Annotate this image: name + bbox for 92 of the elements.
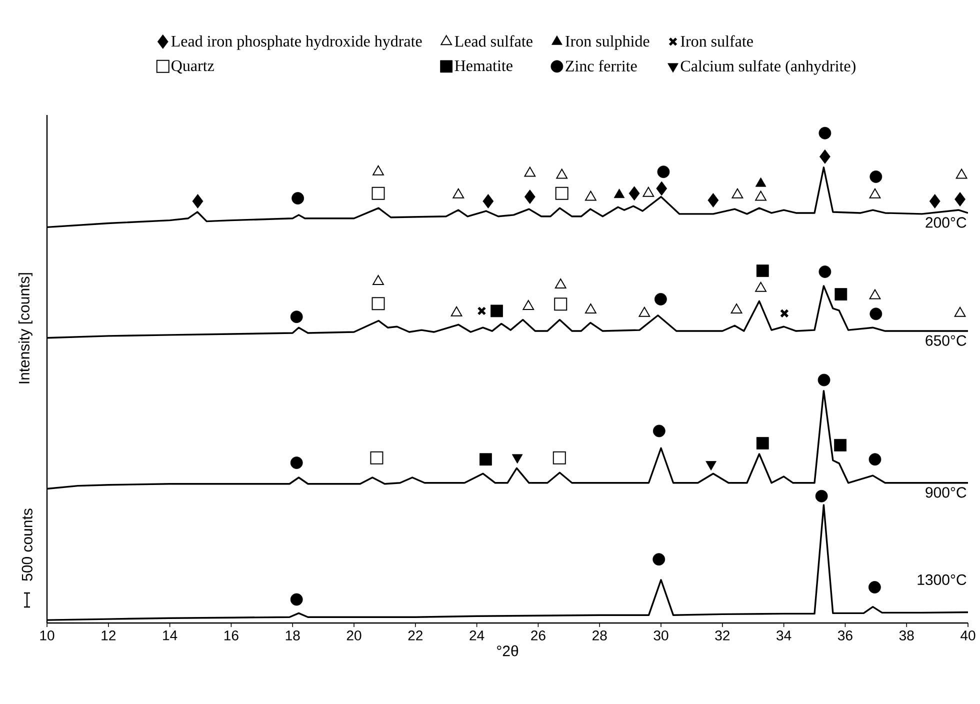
- x-tick-label: 40: [960, 630, 976, 640]
- point: [755, 190, 766, 201]
- x-tick-label: 20: [346, 630, 362, 640]
- text: 500 counts: [22, 508, 32, 581]
- point: [638, 306, 650, 317]
- point: [477, 306, 486, 316]
- point: [370, 451, 384, 464]
- point: [556, 168, 568, 179]
- point: [652, 553, 666, 566]
- point: [480, 453, 492, 466]
- point: [654, 292, 667, 306]
- point: [834, 288, 848, 300]
- point: [834, 438, 846, 452]
- x-tick-label: 22: [408, 630, 422, 640]
- point: [628, 186, 640, 201]
- x-tick-label: 36: [838, 630, 852, 640]
- point: [868, 453, 882, 466]
- y-axis-title: Intensity [counts]: [18, 273, 32, 384]
- point: [656, 181, 668, 196]
- x-tick-label: 18: [286, 630, 300, 640]
- point: [755, 282, 766, 292]
- legend-label: Iron sulphide: [566, 35, 650, 50]
- point: [755, 177, 766, 187]
- point: [869, 289, 881, 300]
- x-tick-label: 14: [163, 630, 178, 640]
- x-tick-label: 26: [531, 630, 546, 640]
- series-label: 200°C: [926, 217, 966, 228]
- point: [585, 190, 596, 201]
- x-tick-label: 28: [592, 630, 607, 640]
- x-tick-label: 30: [654, 630, 668, 640]
- x-tick-label: 38: [899, 630, 914, 640]
- legend-label: Lead iron phosphate hydroxide hydrate: [171, 35, 422, 50]
- point: [818, 374, 830, 386]
- series-label: 1300°C: [918, 574, 966, 586]
- point: [708, 193, 719, 208]
- point: [555, 186, 568, 200]
- point: [524, 166, 536, 177]
- point: [756, 437, 769, 450]
- point: [732, 188, 744, 198]
- point: [482, 194, 494, 208]
- point: [870, 170, 882, 183]
- point: [929, 194, 940, 208]
- point: [756, 264, 769, 277]
- point: [372, 186, 385, 200]
- point: [956, 168, 968, 179]
- legend-label: Quartz: [172, 60, 214, 74]
- point: [780, 308, 789, 318]
- legend-label: Lead sulfate: [454, 35, 532, 47]
- x-tick-label: 10: [40, 630, 54, 640]
- legend-label: Hematite: [454, 60, 512, 72]
- x-axis-title: °2θ: [497, 645, 518, 656]
- point: [868, 581, 881, 594]
- point: [372, 165, 384, 176]
- point: [652, 424, 666, 438]
- series-label: 650°C: [926, 335, 966, 346]
- x-tick-label: 16: [224, 630, 238, 640]
- point: [490, 304, 503, 318]
- point: [554, 278, 566, 288]
- point: [820, 149, 830, 164]
- point: [870, 308, 882, 320]
- legend-label: Calcium sulfate (anhydrite): [680, 60, 856, 75]
- point: [614, 188, 625, 198]
- point: [372, 297, 385, 310]
- legend-label: Zinc ferrite: [566, 60, 637, 72]
- x-tick-label: 12: [102, 630, 116, 640]
- point: [869, 188, 881, 198]
- point: [657, 166, 670, 178]
- point: [290, 310, 303, 324]
- point: [452, 188, 464, 198]
- point: [290, 456, 303, 470]
- point: [818, 266, 832, 278]
- point: [815, 490, 828, 502]
- x-tick-label: 34: [776, 630, 792, 640]
- point: [192, 194, 204, 208]
- point: [552, 451, 566, 464]
- x-tick-label: 24: [470, 630, 484, 640]
- point: [818, 126, 832, 140]
- point: [554, 298, 568, 311]
- point: [524, 190, 536, 204]
- legend-label: Iron sulfate: [680, 35, 753, 47]
- point: [954, 306, 966, 317]
- point: [642, 186, 654, 197]
- series-label: 900°C: [926, 487, 966, 498]
- point: [522, 300, 534, 310]
- point: [290, 593, 303, 606]
- point: [372, 275, 384, 286]
- x-tick-label: 32: [715, 630, 730, 640]
- point: [450, 306, 462, 316]
- point: [730, 303, 742, 314]
- point: [292, 192, 304, 204]
- point: [954, 192, 966, 206]
- point: [585, 303, 596, 314]
